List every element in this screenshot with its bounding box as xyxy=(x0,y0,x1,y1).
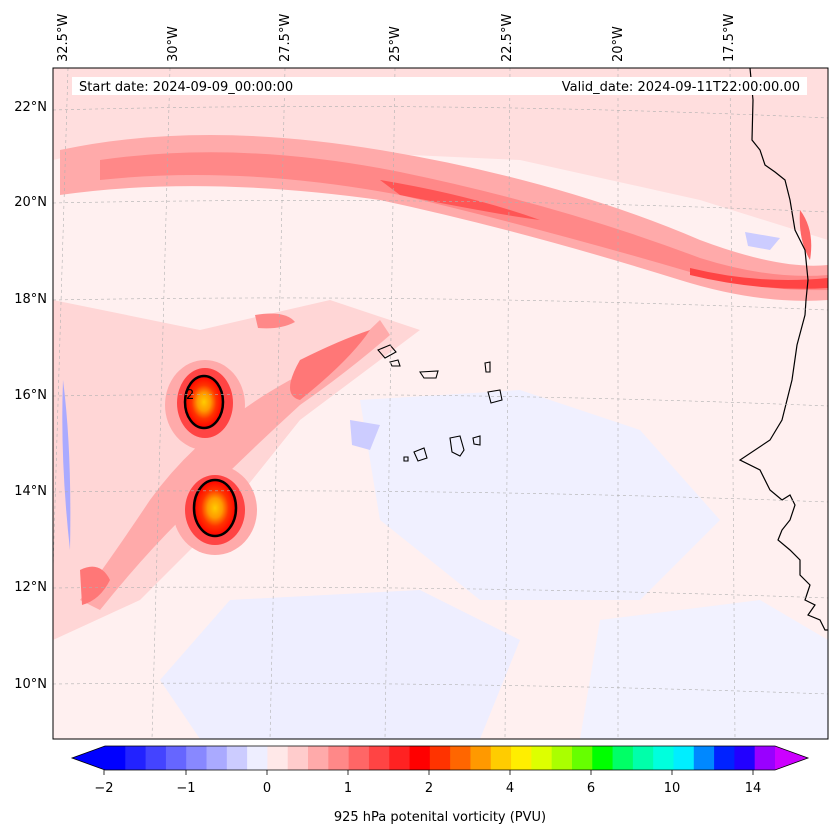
colorbar-cell xyxy=(673,746,695,770)
colorbar-cell xyxy=(470,746,492,770)
colorbar-cell xyxy=(125,746,147,770)
valid-date-text: Valid_date: 2024-09-11T22:00:00.00 xyxy=(562,80,800,95)
latitude-labels: 22°N 20°N 18°N 16°N 14°N 12°N 10°N xyxy=(14,100,47,692)
cbar-tick-label: 1 xyxy=(344,781,352,796)
map-frame xyxy=(52,67,829,740)
colorbar-cell xyxy=(206,746,228,770)
cbar-tick-label: 14 xyxy=(745,781,762,796)
cbar-tick-label: −1 xyxy=(176,781,195,796)
lon-label: 32.5°W xyxy=(56,14,71,62)
colorbar-cell xyxy=(287,746,309,770)
colorbar: −2 −1 0 1 2 4 6 10 14 925 hPa potenital … xyxy=(70,745,810,825)
cbar-tick-label: −2 xyxy=(94,781,113,796)
colorbar-cell xyxy=(511,746,532,770)
lon-label: 17.5°W xyxy=(722,14,737,62)
colorbar-cell xyxy=(531,746,553,770)
cbar-tick-label: 4 xyxy=(506,781,514,796)
colorbar-cell xyxy=(632,746,654,770)
vortex-north xyxy=(183,374,225,430)
lat-label: 20°N xyxy=(14,195,47,210)
colorbar-cell xyxy=(308,746,329,770)
colorbar-cell xyxy=(754,746,776,770)
colorbar-label: 925 hPa potenital vorticity (PVU) xyxy=(334,810,546,825)
colorbar-cell xyxy=(328,746,350,770)
colorbar-cell xyxy=(653,746,674,770)
vortex-south xyxy=(192,478,238,538)
cbar-tick-label: 6 xyxy=(587,781,595,796)
graticule xyxy=(53,68,828,739)
colorbar-cell xyxy=(226,746,248,770)
colorbar-cell xyxy=(714,746,735,770)
coastline xyxy=(738,68,828,631)
colorbar-over-triangle xyxy=(775,746,808,770)
contour-label: 2 xyxy=(186,388,194,403)
lon-label: 30°W xyxy=(166,26,181,62)
colorbar-cell xyxy=(247,746,268,770)
colorbar-outline xyxy=(70,745,810,771)
colorbar-cell xyxy=(348,746,370,770)
lon-label: 20°W xyxy=(611,26,626,62)
colorbar-cell xyxy=(368,746,390,770)
longitude-labels: 32.5°W 30°W 27.5°W 25°W 22.5°W 20°W 17.5… xyxy=(56,14,737,62)
colorbar-cells xyxy=(105,746,776,770)
colorbar-cell xyxy=(105,746,126,770)
colorbar-cell xyxy=(165,746,187,770)
lat-label: 18°N xyxy=(14,292,47,307)
map-panel: 2 xyxy=(53,68,828,739)
colorbar-ticks xyxy=(103,770,754,775)
cbar-tick-label: 2 xyxy=(425,781,433,796)
lat-label: 22°N xyxy=(14,100,47,115)
colorbar-cell xyxy=(490,746,512,770)
colorbar-cell xyxy=(571,746,593,770)
colorbar-cell xyxy=(450,746,471,770)
colorbar-cell xyxy=(734,746,756,770)
lat-label: 10°N xyxy=(14,677,47,692)
lat-label: 16°N xyxy=(14,388,47,403)
colorbar-cell xyxy=(693,746,715,770)
lon-label: 25°W xyxy=(388,26,403,62)
cbar-tick-label: 0 xyxy=(263,781,271,796)
colorbar-cell xyxy=(592,746,614,770)
lat-label: 14°N xyxy=(14,484,47,499)
colorbar-cell xyxy=(409,746,431,770)
colorbar-cell xyxy=(612,746,634,770)
info-bar xyxy=(72,77,807,95)
colorbar-under-triangle xyxy=(72,746,105,770)
colorbar-cell xyxy=(389,746,411,770)
colorbar-cell xyxy=(186,746,208,770)
colorbar-tick-labels: −2 −1 0 1 2 4 6 10 14 xyxy=(94,781,761,796)
lon-label: 27.5°W xyxy=(278,14,293,62)
islands xyxy=(377,344,503,462)
start-date-text: Start date: 2024-09-09_00:00:00 xyxy=(79,80,293,95)
lon-label: 22.5°W xyxy=(500,14,515,62)
colorbar-cell xyxy=(551,746,573,770)
lat-label: 12°N xyxy=(14,580,47,595)
colorbar-cell xyxy=(267,746,289,770)
colorbar-cell xyxy=(429,746,451,770)
colorbar-cell xyxy=(145,746,167,770)
cbar-tick-label: 10 xyxy=(664,781,681,796)
